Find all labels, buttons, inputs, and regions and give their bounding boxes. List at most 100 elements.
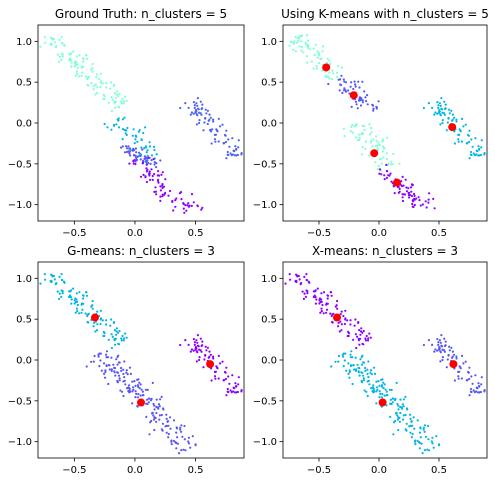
data-point: [123, 116, 126, 119]
data-point: [206, 109, 209, 112]
data-point: [73, 62, 76, 65]
data-point: [413, 203, 416, 207]
data-point: [119, 366, 123, 370]
data-point: [441, 358, 444, 362]
data-point: [437, 106, 440, 109]
data-point: [326, 57, 329, 60]
data-point: [110, 369, 113, 372]
data-point: [453, 379, 456, 382]
data-point: [302, 51, 305, 54]
data-point: [378, 143, 381, 146]
data-point: [122, 368, 125, 371]
data-point: [195, 102, 198, 105]
data-point: [195, 350, 198, 353]
data-point: [151, 381, 154, 384]
data-point: [455, 355, 458, 358]
data-point: [146, 154, 149, 157]
data-point: [115, 96, 118, 99]
data-point: [363, 128, 366, 131]
data-point: [105, 319, 108, 322]
data-point: [134, 384, 137, 387]
data-point: [201, 107, 204, 110]
data-point: [148, 145, 152, 148]
data-point: [165, 431, 168, 434]
data-point: [319, 300, 322, 304]
data-point: [194, 108, 197, 112]
data-point: [208, 113, 211, 116]
y-tick-label: 0.5: [16, 315, 32, 326]
data-point: [78, 312, 81, 315]
data-point: [284, 282, 287, 285]
data-point: [213, 138, 217, 141]
data-point: [189, 113, 192, 116]
data-point: [134, 396, 137, 399]
data-point: [354, 136, 358, 139]
data-point: [150, 159, 153, 162]
data-point: [424, 200, 427, 203]
data-point: [419, 204, 422, 207]
cluster-center: [378, 398, 387, 407]
data-point: [329, 312, 332, 315]
data-point: [93, 84, 96, 87]
data-point: [483, 153, 486, 156]
data-point: [105, 350, 109, 353]
data-point: [97, 353, 100, 356]
panel-3: G-means: n_clusters = 3 −0.5 0.0 0.5 1.0 0.5 0…: [8, 244, 245, 476]
data-point: [440, 97, 443, 100]
data-point: [76, 310, 79, 313]
data-point: [439, 123, 442, 126]
data-point: [108, 368, 111, 371]
data-point: [398, 190, 401, 193]
data-point: [114, 374, 117, 377]
data-point: [325, 311, 328, 314]
data-point: [132, 128, 135, 131]
data-point: [289, 278, 292, 281]
data-point: [73, 302, 76, 305]
data-point: [136, 155, 139, 158]
data-point: [447, 353, 450, 357]
data-point: [432, 446, 435, 449]
data-point: [450, 109, 453, 112]
data-point: [455, 120, 458, 123]
data-point: [99, 80, 103, 83]
data-point: [325, 308, 329, 311]
data-point: [116, 363, 119, 366]
data-point: [372, 109, 375, 112]
data-point: [187, 205, 191, 208]
data-point: [388, 174, 391, 177]
data-point: [155, 162, 158, 165]
data-point: [470, 390, 473, 394]
data-point: [437, 104, 440, 107]
data-point: [411, 184, 414, 187]
data-point: [322, 312, 325, 315]
data-point: [367, 376, 370, 379]
panel-title: X-means: n_clusters = 3: [312, 244, 458, 258]
data-point: [358, 136, 361, 139]
data-point: [439, 360, 442, 363]
data-point: [294, 280, 297, 283]
data-point: [214, 377, 217, 380]
data-point: [131, 134, 134, 137]
data-point: [128, 384, 131, 387]
data-point: [175, 197, 178, 200]
data-point: [87, 321, 90, 324]
data-point: [342, 355, 345, 358]
data-point: [353, 324, 356, 327]
data-point: [240, 153, 243, 156]
data-point: [85, 294, 89, 297]
data-point: [294, 50, 297, 53]
data-point: [304, 295, 307, 298]
data-point: [451, 113, 454, 116]
data-point: [371, 386, 374, 390]
data-point: [184, 204, 187, 207]
data-point: [378, 396, 381, 399]
data-point: [145, 180, 148, 184]
data-point: [205, 349, 208, 352]
data-point: [115, 327, 118, 330]
data-point: [44, 278, 47, 281]
data-point: [175, 427, 179, 430]
data-point: [361, 99, 364, 102]
data-point: [440, 107, 443, 110]
data-point: [145, 151, 148, 154]
data-point: [329, 291, 333, 294]
